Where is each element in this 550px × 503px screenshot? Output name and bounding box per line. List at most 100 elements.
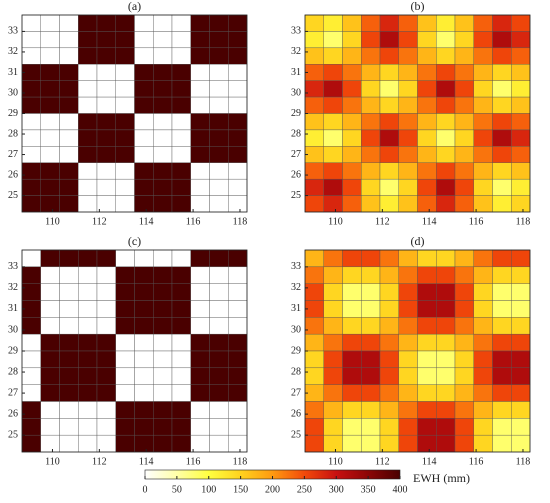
heat-cell xyxy=(171,266,191,284)
x-tick-label: 112 xyxy=(375,216,390,227)
heat-cell xyxy=(304,333,324,352)
heat-cell xyxy=(59,418,79,436)
x-tick-label: 116 xyxy=(186,216,201,227)
heat-cell xyxy=(436,300,456,318)
heat-cell xyxy=(492,14,512,32)
heat-cell xyxy=(171,162,191,180)
heat-cell xyxy=(436,64,456,81)
heat-cell xyxy=(190,384,210,402)
heat-cell xyxy=(511,64,531,81)
heat-cell xyxy=(59,367,79,385)
heat-cell xyxy=(323,350,343,369)
heat-cell xyxy=(96,96,116,114)
heat-cell xyxy=(209,195,229,213)
heat-cell xyxy=(361,146,381,163)
heat-cell xyxy=(78,401,98,419)
heat-cell xyxy=(209,350,229,369)
heat-cell xyxy=(134,64,154,81)
heat-cell xyxy=(473,333,493,352)
y-tick-label: 26 xyxy=(8,408,18,419)
heat-cell xyxy=(304,195,324,213)
heat-cell xyxy=(454,300,474,318)
y-tick-label: 31 xyxy=(8,67,18,78)
heat-cell xyxy=(59,47,79,65)
heat-cell xyxy=(304,14,324,32)
heat-cell xyxy=(171,418,191,436)
heat-cell xyxy=(40,113,60,131)
heat-cell xyxy=(78,266,98,284)
heat-cell xyxy=(398,367,418,385)
heat-cell xyxy=(492,333,512,352)
x-tick-label: 114 xyxy=(139,216,154,227)
heat-cell xyxy=(323,47,343,65)
heat-cell xyxy=(379,31,399,49)
heat-cell xyxy=(342,129,362,147)
heat-cell xyxy=(454,350,474,369)
heat-cell xyxy=(511,300,531,318)
heat-cell xyxy=(40,350,60,369)
heat-cell xyxy=(398,113,418,131)
heat-cell xyxy=(417,162,437,180)
heat-cell xyxy=(304,249,324,268)
heat-cell xyxy=(228,418,248,436)
heat-cell xyxy=(59,384,79,402)
heat-cell xyxy=(78,178,98,196)
heat-cell xyxy=(209,146,229,163)
y-tick-label: 26 xyxy=(291,169,301,180)
heat-cell xyxy=(21,434,41,453)
heat-cell xyxy=(342,434,362,453)
heat-cell xyxy=(134,113,154,131)
heat-cell xyxy=(323,162,343,180)
heat-cell xyxy=(492,96,512,114)
heat-cell xyxy=(511,333,531,352)
heat-cell xyxy=(417,401,437,419)
heat-cell xyxy=(96,384,116,402)
heat-cell xyxy=(228,146,248,163)
heat-cell xyxy=(209,162,229,180)
heat-cell xyxy=(511,146,531,163)
heat-cell xyxy=(417,384,437,402)
heat-cell xyxy=(40,47,60,65)
y-tick-label: 30 xyxy=(291,324,301,335)
heat-cell xyxy=(436,113,456,131)
heat-cell xyxy=(209,249,229,268)
y-tick-label: 26 xyxy=(8,169,18,180)
heat-cell xyxy=(59,80,79,98)
heat-cell xyxy=(190,418,210,436)
x-tick-label: 114 xyxy=(422,216,437,227)
heat-cell xyxy=(323,317,343,335)
heat-cell xyxy=(59,333,79,352)
heat-cell xyxy=(40,31,60,49)
colorbar-tick-label: 0 xyxy=(143,484,148,495)
heat-cell xyxy=(454,146,474,163)
heat-cell xyxy=(436,195,456,213)
heat-cell xyxy=(342,113,362,131)
heat-cell xyxy=(134,350,154,369)
heat-cell xyxy=(96,47,116,65)
heat-cell xyxy=(417,266,437,284)
heat-cell xyxy=(59,266,79,284)
heat-cell xyxy=(342,249,362,268)
heat-cell xyxy=(361,47,381,65)
heat-cell xyxy=(379,162,399,180)
x-tick-label: 112 xyxy=(92,216,107,227)
heat-cell xyxy=(171,317,191,335)
heat-cell xyxy=(115,434,135,453)
heat-cell xyxy=(304,434,324,453)
heat-cell xyxy=(115,129,135,147)
heat-cell xyxy=(190,350,210,369)
heat-cell xyxy=(454,162,474,180)
heat-cell xyxy=(78,367,98,385)
heat-cell xyxy=(379,249,399,268)
heat-cell xyxy=(59,283,79,301)
heat-cell xyxy=(398,317,418,335)
heat-cell xyxy=(21,317,41,335)
heat-cell xyxy=(96,249,116,268)
heat-cell xyxy=(492,401,512,419)
heat-cell xyxy=(171,367,191,385)
heat-cell xyxy=(78,47,98,65)
heat-cell xyxy=(436,350,456,369)
y-tick-label: 28 xyxy=(291,366,301,377)
heat-cell xyxy=(96,300,116,318)
